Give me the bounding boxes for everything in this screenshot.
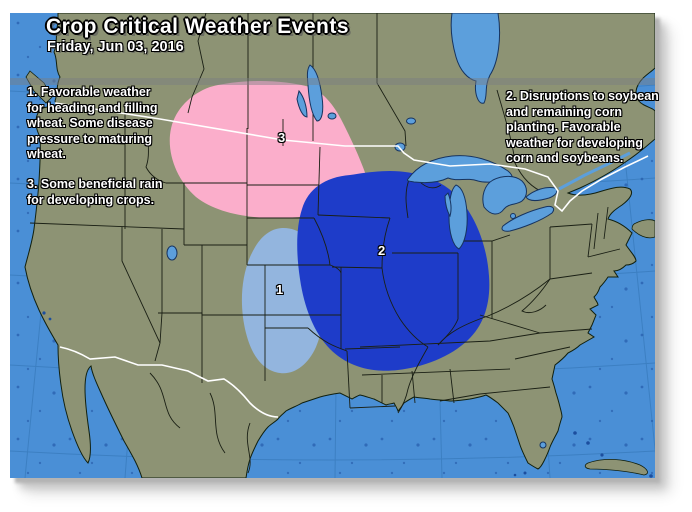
ontario-small-lake — [327, 112, 337, 120]
gray-band-artifact — [10, 78, 655, 85]
region-2-label: 2 — [378, 243, 386, 258]
us-mexico-border — [59, 346, 279, 418]
lake-of-the-woods — [394, 142, 406, 152]
channel-islands — [42, 311, 46, 315]
lake-winnipeg — [306, 64, 324, 122]
lake-huron — [482, 175, 527, 215]
lake-manitoba — [296, 89, 308, 118]
annotation-rain: 3. Some beneficial rain for developing c… — [27, 177, 163, 207]
lakes — [166, 13, 631, 449]
ontario-small-lake-2 — [406, 117, 416, 125]
weather-map: Crop Critical Weather Events Friday, Jun… — [10, 13, 659, 478]
hudson-bay — [450, 13, 501, 104]
lake-okeechobee — [539, 441, 547, 449]
st-lawrence-river — [558, 151, 631, 191]
map-title: Crop Critical Weather Events — [46, 15, 350, 38]
map-date: Friday, Jun 03, 2016 — [47, 39, 184, 55]
us-canada-border — [54, 102, 649, 213]
national-borders — [54, 102, 649, 418]
state-borders — [29, 110, 621, 474]
annotation-wheat: 1. Favorable weather for heading and fil… — [27, 85, 158, 161]
nova-scotia — [631, 219, 655, 239]
great-salt-lake — [166, 245, 178, 261]
lake-erie — [501, 205, 555, 232]
channel-islands-2 — [48, 317, 52, 321]
lake-st-clair — [510, 213, 516, 219]
region-3-label: 3 — [278, 130, 286, 145]
region-1-label: 1 — [276, 282, 284, 297]
cuba — [584, 459, 648, 476]
island-dots — [513, 431, 653, 478]
lake-ontario — [525, 187, 558, 201]
province-borders — [187, 13, 546, 194]
map-canvas — [10, 13, 655, 478]
green-bay — [444, 192, 452, 218]
vancouver-island — [25, 70, 53, 104]
annotation-corn: 2. Disruptions to soybean and remaining … — [506, 89, 659, 165]
region-2-planting-disruptions — [297, 171, 490, 371]
